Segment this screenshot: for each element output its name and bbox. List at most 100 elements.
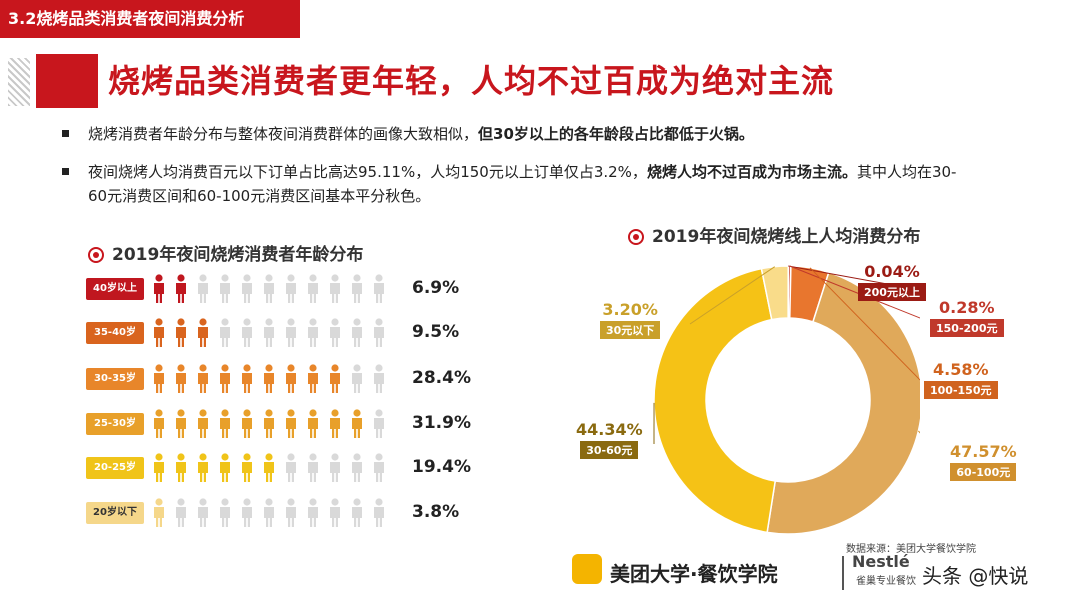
person-icon bbox=[308, 364, 318, 393]
person-icon bbox=[330, 318, 340, 347]
bullet-item: 夜间烧烤人均消费百元以下订单占比高达95.11%，人均150元以上订单仅占3.2… bbox=[60, 160, 960, 208]
person-icon bbox=[176, 318, 186, 347]
footer-org-name: 美团大学·餐饮学院 bbox=[610, 562, 778, 586]
person-icon bbox=[220, 318, 230, 347]
person-icon bbox=[352, 364, 362, 393]
person-icon bbox=[374, 409, 384, 438]
person-icon bbox=[154, 318, 164, 347]
person-icon bbox=[154, 409, 164, 438]
person-icon bbox=[198, 274, 208, 303]
person-icon bbox=[220, 453, 230, 482]
person-icon bbox=[176, 453, 186, 482]
leader-line bbox=[689, 266, 776, 325]
person-icon bbox=[330, 364, 340, 393]
person-icon bbox=[154, 498, 164, 527]
donut-category-label: 150-200元 bbox=[930, 319, 1004, 337]
donut-percent-label: 3.20% bbox=[602, 300, 658, 319]
person-icon bbox=[154, 453, 164, 482]
person-icon bbox=[374, 364, 384, 393]
person-icon bbox=[330, 453, 340, 482]
age-chart-title: 2019年夜间烧烤消费者年龄分布 bbox=[88, 240, 363, 265]
bullet-tail-text: 其中人均在30-60元消费区间和60-100元消费区间基本平分秋色。 bbox=[88, 163, 957, 205]
person-icon bbox=[308, 274, 318, 303]
person-icon bbox=[220, 409, 230, 438]
age-value-label: 31.9% bbox=[412, 413, 471, 433]
age-category-label: 25-30岁 bbox=[86, 413, 144, 435]
donut-category-label: 60-100元 bbox=[950, 463, 1017, 481]
meituan-logo-icon bbox=[572, 554, 602, 584]
person-icon bbox=[154, 274, 164, 303]
age-pictograph bbox=[154, 318, 384, 347]
nestle-brand: Nestlé bbox=[852, 552, 910, 571]
person-icon bbox=[352, 498, 362, 527]
age-category-label: 20-25岁 bbox=[86, 457, 144, 479]
person-icon bbox=[308, 318, 318, 347]
person-icon bbox=[330, 274, 340, 303]
title-accent-bar bbox=[36, 54, 98, 108]
person-icon bbox=[286, 409, 296, 438]
person-icon bbox=[198, 364, 208, 393]
person-icon bbox=[374, 498, 384, 527]
leader-line bbox=[918, 430, 920, 434]
donut-label: 0.04% 200元以上 bbox=[858, 262, 926, 301]
donut-percent-label: 44.34% bbox=[576, 420, 643, 439]
person-icon bbox=[264, 409, 274, 438]
age-value-label: 6.9% bbox=[412, 278, 460, 298]
donut-label: 4.58% 100-150元 bbox=[924, 360, 998, 399]
age-value-label: 28.4% bbox=[412, 368, 471, 388]
spend-chart-title: 2019年夜间烧烤线上人均消费分布 bbox=[628, 222, 920, 247]
person-icon bbox=[242, 409, 252, 438]
person-icon bbox=[264, 274, 274, 303]
spend-chart-title-text: 2019年夜间烧烤线上人均消费分布 bbox=[652, 227, 921, 247]
person-icon bbox=[286, 364, 296, 393]
donut-label: 44.34% 30-60元 bbox=[576, 420, 643, 459]
footer-divider bbox=[842, 556, 844, 590]
person-icon bbox=[242, 453, 252, 482]
nestle-brand-sub: 雀巢专业餐饮 bbox=[856, 576, 916, 587]
decorative-hatch bbox=[8, 58, 30, 106]
donut-category-label: 30元以下 bbox=[600, 321, 661, 339]
donut-slice bbox=[766, 271, 920, 535]
bullet-item: 烧烤消费者年龄分布与整体夜间消费群体的画像大致相似，但30岁以上的各年龄段占比都… bbox=[60, 122, 960, 146]
age-category-label: 20岁以下 bbox=[86, 502, 144, 524]
age-pictograph bbox=[154, 274, 384, 303]
person-icon bbox=[352, 453, 362, 482]
person-icon bbox=[220, 274, 230, 303]
age-category-label: 30-35岁 bbox=[86, 368, 144, 390]
person-icon bbox=[374, 453, 384, 482]
donut-category-label: 100-150元 bbox=[924, 381, 998, 399]
bullet-bold-text: 烧烤人均不过百成为市场主流。 bbox=[646, 163, 857, 181]
person-icon bbox=[242, 364, 252, 393]
person-icon bbox=[198, 498, 208, 527]
donut-label: 47.57% 60-100元 bbox=[950, 442, 1017, 481]
page-title: 烧烤品类消费者更年轻，人均不过百成为绝对主流 bbox=[108, 62, 835, 100]
bullet-square-icon bbox=[62, 130, 69, 137]
age-pictograph bbox=[154, 498, 384, 527]
person-icon bbox=[198, 318, 208, 347]
person-icon bbox=[352, 318, 362, 347]
person-icon bbox=[198, 453, 208, 482]
bullet-text: 烧烤消费者年龄分布与整体夜间消费群体的画像大致相似， bbox=[88, 125, 479, 143]
donut-percent-label: 0.28% bbox=[938, 298, 995, 317]
target-icon bbox=[628, 229, 644, 245]
leader-line bbox=[809, 267, 920, 381]
donut-percent-label: 0.04% bbox=[864, 262, 920, 281]
person-icon bbox=[308, 453, 318, 482]
person-icon bbox=[154, 364, 164, 393]
bullet-bold-text: 但30岁以上的各年龄段占比都低于火锅。 bbox=[478, 125, 754, 143]
donut-slice bbox=[760, 265, 789, 321]
donut-slice bbox=[653, 267, 777, 534]
leader-line bbox=[788, 265, 899, 287]
target-icon bbox=[88, 247, 104, 263]
donut-percent-label: 4.58% bbox=[932, 360, 989, 379]
age-pictograph bbox=[154, 409, 384, 438]
data-source: 数据来源：美团大学餐饮学院 bbox=[846, 544, 976, 555]
person-icon bbox=[176, 274, 186, 303]
person-icon bbox=[286, 498, 296, 527]
bullet-text: 夜间烧烤人均消费百元以下订单占比高达95.11%，人均150元以上订单仅占3.2… bbox=[88, 163, 647, 181]
person-icon bbox=[286, 274, 296, 303]
person-icon bbox=[242, 318, 252, 347]
person-icon bbox=[176, 498, 186, 527]
person-icon bbox=[352, 274, 362, 303]
age-pictograph bbox=[154, 364, 384, 393]
